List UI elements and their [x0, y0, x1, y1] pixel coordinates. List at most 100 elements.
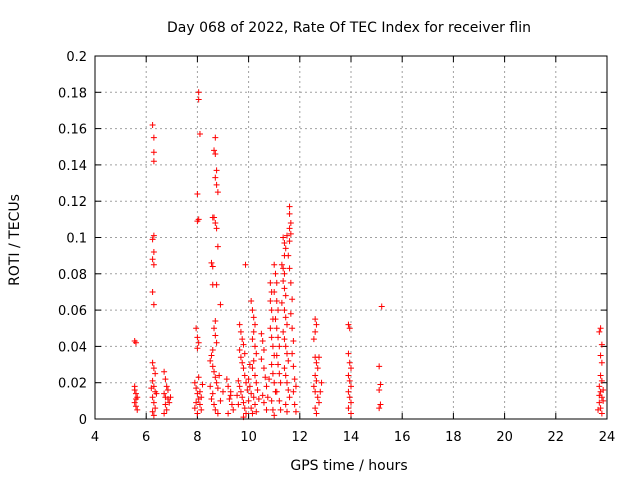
data-point-marker	[211, 401, 218, 408]
data-point-marker	[273, 279, 280, 286]
data-point-marker	[260, 365, 267, 372]
data-point-marker	[277, 406, 284, 413]
y-tick-label: 0.16	[58, 123, 87, 138]
data-point-marker	[246, 383, 253, 390]
data-point-marker	[250, 314, 257, 321]
y-tick-label: 0	[79, 413, 87, 428]
data-point-marker	[240, 399, 247, 406]
data-point-marker	[214, 189, 221, 196]
data-point-marker	[310, 336, 317, 343]
data-point-marker	[281, 307, 288, 314]
data-point-marker	[246, 361, 253, 368]
data-point-marker	[287, 219, 294, 226]
data-point-marker	[163, 406, 170, 413]
data-point-marker	[285, 357, 292, 364]
data-point-marker	[237, 388, 244, 395]
data-point-marker	[376, 386, 383, 393]
data-point-marker	[262, 374, 269, 381]
data-point-marker	[287, 310, 294, 317]
data-point-marker	[317, 388, 324, 395]
data-point-marker	[236, 321, 243, 328]
data-point-marker	[237, 328, 244, 335]
data-point-marker	[286, 238, 293, 245]
data-point-marker	[292, 383, 299, 390]
data-point-marker	[149, 236, 156, 243]
y-tick-label: 0.12	[58, 195, 87, 210]
data-point-marker	[286, 265, 293, 272]
x-tick-label: 6	[142, 430, 150, 445]
x-tick-label: 14	[343, 430, 360, 445]
data-point-marker	[281, 239, 288, 246]
data-point-marker	[217, 397, 224, 404]
data-point-marker	[212, 406, 219, 413]
data-point-marker	[227, 392, 234, 399]
data-point-marker	[289, 350, 296, 357]
data-point-marker	[273, 325, 280, 332]
data-point-marker	[150, 149, 157, 156]
data-point-marker	[290, 363, 297, 370]
data-point-marker	[149, 394, 156, 401]
data-point-marker	[260, 399, 267, 406]
x-tick-label: 16	[394, 430, 411, 445]
data-point-marker	[225, 383, 232, 390]
data-point-marker	[291, 401, 298, 408]
data-point-marker	[244, 386, 251, 393]
data-point-marker	[280, 265, 287, 272]
data-point-marker	[194, 345, 201, 352]
data-point-marker	[345, 372, 352, 379]
data-point-marker	[150, 249, 157, 256]
data-point-marker	[258, 330, 265, 337]
data-point-marker	[240, 341, 247, 348]
data-point-marker	[282, 292, 289, 299]
data-point-marker	[263, 406, 270, 413]
data-point-marker	[376, 363, 383, 370]
data-point-marker	[250, 394, 257, 401]
data-point-marker	[345, 350, 352, 357]
data-point-marker	[269, 370, 276, 377]
data-point-marker	[312, 328, 319, 335]
data-point-marker	[243, 410, 250, 417]
data-point-marker	[596, 383, 603, 390]
data-point-marker	[150, 412, 157, 419]
data-point-marker	[241, 405, 248, 412]
data-point-marker	[286, 225, 293, 232]
data-point-marker	[162, 376, 169, 383]
data-point-marker	[278, 261, 285, 268]
data-point-marker	[266, 376, 273, 383]
data-point-marker	[239, 336, 246, 343]
data-point-marker	[149, 377, 156, 384]
data-point-marker	[249, 365, 256, 372]
data-point-marker	[167, 394, 174, 401]
data-point-marker	[597, 325, 604, 332]
data-point-marker	[269, 406, 276, 413]
data-point-marker	[273, 388, 280, 395]
data-point-marker	[131, 383, 138, 390]
y-tick-label: 0.1	[66, 232, 87, 247]
data-point-marker	[193, 325, 200, 332]
data-point-marker	[207, 357, 214, 364]
data-point-marker	[252, 321, 258, 328]
data-point-marker	[150, 399, 157, 406]
data-point-marker	[226, 396, 233, 403]
data-point-marker	[211, 368, 218, 375]
data-point-marker	[276, 370, 283, 377]
data-point-marker	[316, 354, 322, 361]
data-point-marker	[284, 350, 290, 357]
data-point-marker	[346, 325, 353, 332]
data-point-marker	[318, 379, 325, 386]
data-point-marker	[212, 174, 219, 181]
x-tick-label: 24	[599, 430, 616, 445]
data-point-marker	[312, 388, 319, 395]
data-point-marker	[212, 219, 219, 226]
data-point-marker	[132, 396, 139, 403]
data-point-marker	[214, 243, 221, 250]
data-point-marker	[276, 397, 283, 404]
data-point-marker	[378, 303, 385, 310]
data-point-marker	[272, 316, 279, 323]
data-point-marker	[194, 410, 201, 417]
data-point-marker	[209, 347, 216, 354]
data-point-marker	[269, 343, 276, 350]
data-point-marker	[163, 383, 170, 390]
data-point-marker	[284, 232, 290, 239]
data-point-marker	[162, 401, 169, 408]
